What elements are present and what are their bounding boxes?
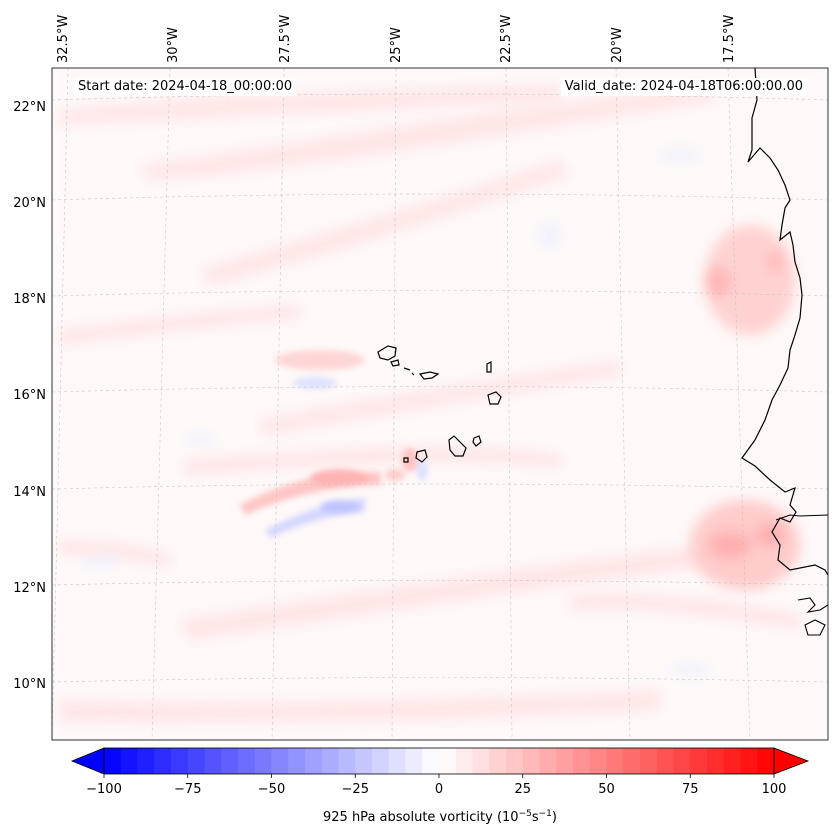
cape-verde-islands	[377, 345, 502, 463]
colorbar-cell	[640, 748, 658, 774]
valid-date-label: Valid_date: 2024-04-18T06:00:00.00	[560, 78, 807, 96]
lat-label: 14°N	[13, 485, 46, 500]
colorbar-cell	[288, 748, 306, 774]
colorbar-cell	[372, 748, 390, 774]
colorbar-cell	[204, 748, 222, 774]
colorbar-cell	[305, 748, 323, 774]
colorbar-tick-label: −50	[258, 782, 285, 797]
gambia-coast	[775, 514, 828, 636]
colorbar-cell	[589, 748, 607, 774]
colorbar-cell	[221, 748, 239, 774]
colorbar-tick-label: −25	[342, 782, 369, 797]
lat-label: 22°N	[13, 100, 46, 115]
lon-label: 27.5°W	[278, 15, 293, 63]
colorbar-cell	[455, 748, 473, 774]
colorbar-cell	[623, 748, 641, 774]
colorbar-cell	[321, 748, 339, 774]
lon-label: 20°W	[610, 27, 625, 63]
lat-label: 12°N	[13, 581, 46, 596]
lon-label: 30°W	[166, 27, 181, 63]
colorbar-cell	[757, 748, 775, 774]
longitude-labels: 32.5°W 30°W 27.5°W 25°W 22.5°W 20°W 17.5…	[56, 15, 737, 63]
colorbar-tick-label: −100	[86, 782, 122, 797]
colorbar-cell	[137, 748, 155, 774]
colorbar-cell	[707, 748, 725, 774]
colorbar-cell	[740, 748, 758, 774]
colorbar-tick-label: −75	[174, 782, 201, 797]
colorbar-cell	[271, 748, 289, 774]
colorbar-cell	[723, 748, 741, 774]
colorbar-cell	[489, 748, 507, 774]
colorbar-cell	[422, 748, 440, 774]
colorbar-cell	[187, 748, 205, 774]
colorbar-tick-label: 75	[682, 782, 699, 797]
colorbar-cell	[388, 748, 406, 774]
colorbar-cells	[104, 748, 775, 774]
colorbar-cell	[606, 748, 624, 774]
colorbar-cell	[522, 748, 540, 774]
colorbar-extend-low	[70, 747, 105, 775]
lat-label: 18°N	[13, 292, 46, 307]
colorbar-cell	[573, 748, 591, 774]
vorticity-field	[52, 68, 828, 740]
colorbar-cell	[539, 748, 557, 774]
graticule	[52, 68, 828, 740]
lon-label: 22.5°W	[499, 15, 514, 63]
colorbar-cell	[154, 748, 172, 774]
lat-label: 10°N	[13, 677, 46, 692]
map-frame	[51, 67, 829, 741]
colorbar-cell	[690, 748, 708, 774]
colorbar-cell	[355, 748, 373, 774]
colorbar-tick-label: 25	[514, 782, 531, 797]
colorbar-cell	[472, 748, 490, 774]
colorbar: −100 −75 −50 −25 0 25 50 75 100 925 hPa absolute…	[70, 747, 810, 825]
colorbar-cell	[120, 748, 138, 774]
colorbar-tick-label: 0	[435, 782, 443, 797]
colorbar-cell	[104, 748, 122, 774]
colorbar-tick-label: 100	[762, 782, 787, 797]
colorbar-tick-label: 50	[598, 782, 615, 797]
latitude-labels: 22°N 20°N 18°N 16°N 14°N 12°N 10°N	[13, 100, 46, 692]
colorbar-cell	[171, 748, 189, 774]
colorbar-cell	[405, 748, 423, 774]
colorbar-cell	[439, 748, 457, 774]
colorbar-extend-high	[773, 747, 810, 775]
colorbar-cell	[338, 748, 356, 774]
colorbar-cell	[556, 748, 574, 774]
lon-label: 17.5°W	[722, 15, 737, 63]
colorbar-label: 925 hPa absolute vorticity (10−5s−1)	[323, 809, 557, 825]
colorbar-cell	[656, 748, 674, 774]
lon-label: 25°W	[389, 27, 404, 63]
colorbar-ticks: −100 −75 −50 −25 0 25 50 75 100	[86, 774, 786, 797]
lat-label: 16°N	[13, 388, 46, 403]
africa-coastline	[741, 68, 828, 576]
colorbar-cell	[254, 748, 272, 774]
colorbar-cell	[238, 748, 256, 774]
lat-label: 20°N	[13, 196, 46, 211]
colorbar-cell	[673, 748, 691, 774]
lon-label: 32.5°W	[56, 15, 71, 63]
start-date-label: Start date: 2024-04-18_00:00:00	[74, 78, 297, 96]
colorbar-cell	[506, 748, 524, 774]
